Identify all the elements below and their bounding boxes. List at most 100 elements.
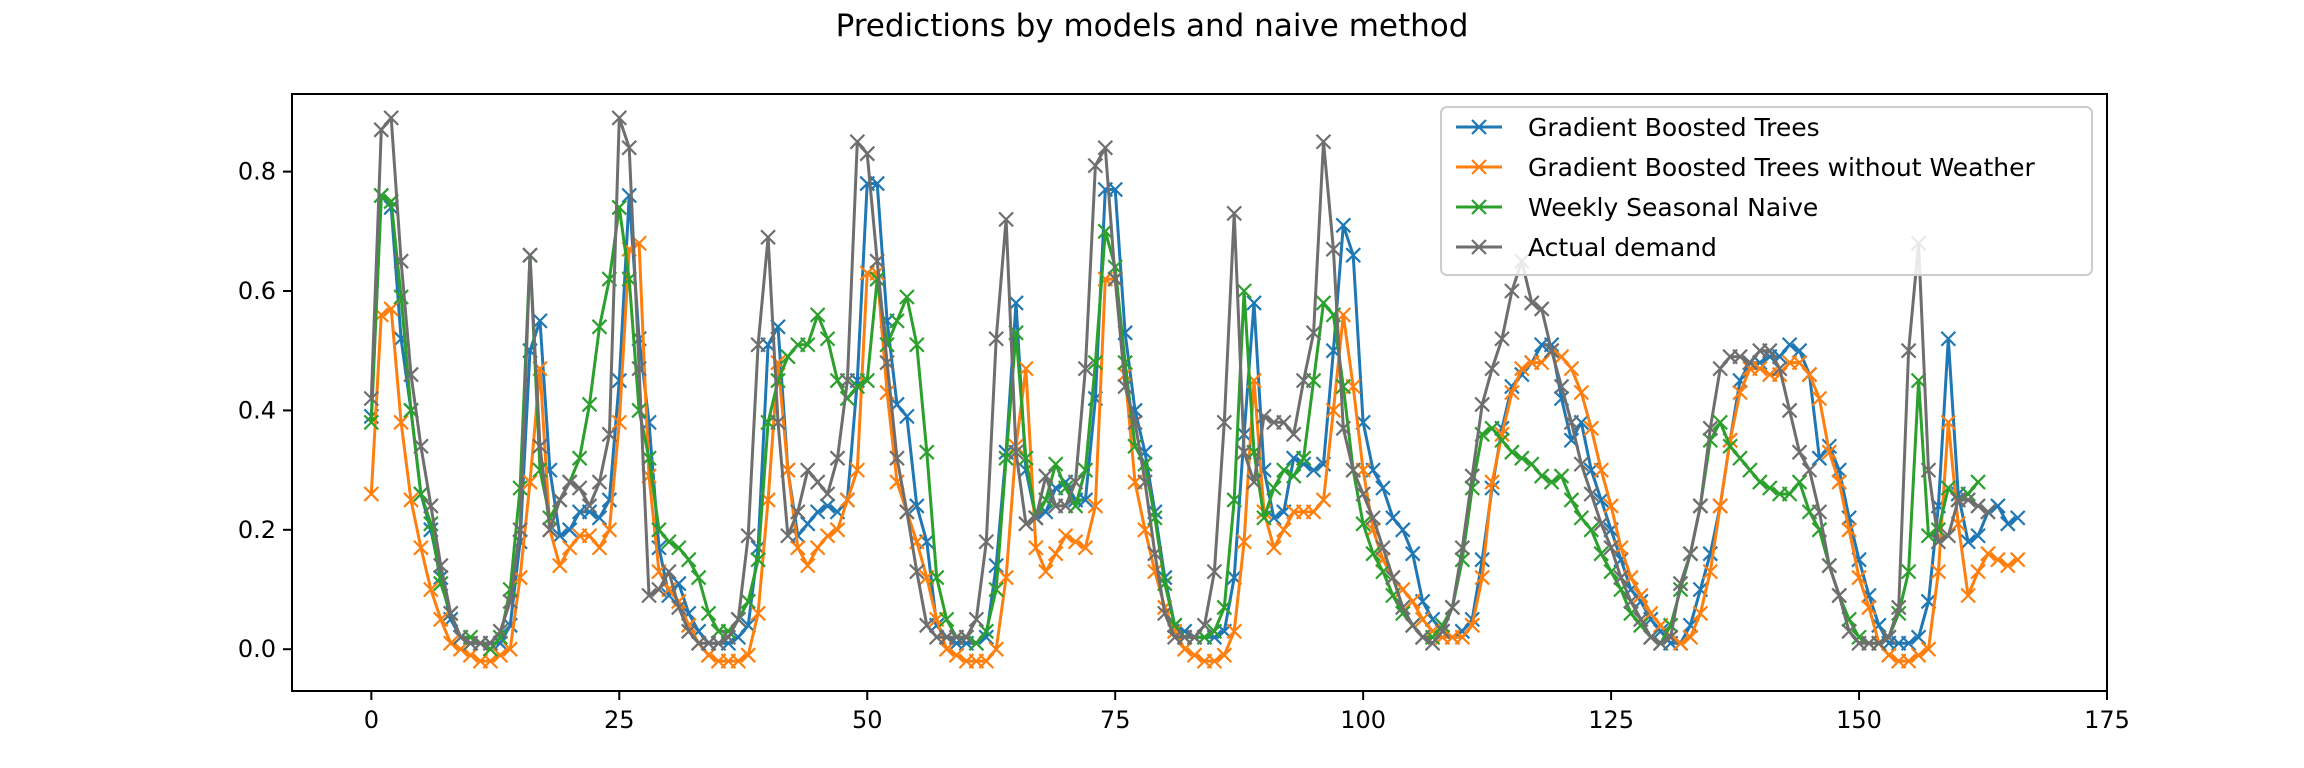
data-point xyxy=(1831,587,1847,604)
data-point xyxy=(1910,647,1927,663)
data-point xyxy=(1256,510,1272,526)
data-point xyxy=(1236,533,1252,550)
data-point xyxy=(383,301,399,317)
data-point xyxy=(1345,462,1362,478)
data-point xyxy=(740,593,757,610)
data-point xyxy=(809,307,826,323)
data-point xyxy=(1752,474,1768,490)
data-point xyxy=(1335,217,1352,234)
data-point xyxy=(1276,414,1292,431)
data-point xyxy=(819,486,836,502)
data-point xyxy=(869,253,885,269)
data-point xyxy=(532,313,548,329)
data-point xyxy=(938,641,955,657)
data-point xyxy=(978,533,995,550)
data-point xyxy=(1930,533,1947,550)
data-point xyxy=(502,593,518,610)
data-point xyxy=(790,539,806,556)
data-point xyxy=(1583,420,1600,437)
data-point xyxy=(1504,283,1520,299)
data-point xyxy=(1732,384,1748,401)
legend-marker xyxy=(1471,199,1487,215)
data-point xyxy=(1454,539,1471,556)
data-point xyxy=(1117,378,1133,395)
data-point xyxy=(1910,629,1927,646)
data-point xyxy=(1305,462,1322,478)
data-point xyxy=(869,271,885,287)
data-point xyxy=(1166,617,1183,634)
data-point xyxy=(512,522,528,538)
data-point xyxy=(1633,587,1649,604)
data-point xyxy=(1871,635,1887,652)
data-point xyxy=(1256,408,1272,425)
data-point xyxy=(1047,545,1064,562)
data-point xyxy=(1523,456,1540,472)
data-point xyxy=(1583,486,1600,502)
data-point xyxy=(1206,563,1223,580)
data-point xyxy=(591,319,608,335)
data-point xyxy=(1295,372,1312,389)
data-point xyxy=(1960,533,1976,550)
data-point xyxy=(690,569,707,586)
data-point xyxy=(1008,444,1024,460)
data-point xyxy=(1077,360,1094,377)
data-point xyxy=(1672,635,1689,652)
data-point xyxy=(1533,468,1550,484)
data-point xyxy=(1047,456,1064,472)
data-point xyxy=(1057,498,1074,514)
data-point xyxy=(1236,444,1252,460)
data-point xyxy=(1345,247,1362,263)
data-point xyxy=(1375,539,1391,556)
data-point xyxy=(611,110,628,126)
data-point xyxy=(889,450,905,466)
data-point xyxy=(1107,271,1123,287)
data-point xyxy=(403,492,419,508)
data-point xyxy=(1018,516,1034,532)
legend-item: Weekly Seasonal Naive xyxy=(1456,193,1818,222)
data-point xyxy=(1563,360,1580,377)
data-point xyxy=(1781,486,1798,502)
data-point xyxy=(522,247,538,263)
data-point xyxy=(770,372,786,389)
data-point xyxy=(918,444,935,460)
data-point xyxy=(819,498,836,514)
data-point xyxy=(1633,611,1649,628)
data-point xyxy=(671,539,687,556)
data-point xyxy=(452,629,469,646)
data-point xyxy=(849,378,866,395)
data-point xyxy=(2000,516,2016,532)
plot-area xyxy=(363,110,2026,669)
data-point xyxy=(1315,295,1332,311)
data-point xyxy=(601,522,618,538)
data-point xyxy=(363,486,380,502)
data-point xyxy=(899,504,915,520)
data-point xyxy=(988,330,1004,347)
data-point xyxy=(1514,450,1530,466)
data-point xyxy=(1890,599,1907,616)
data-point xyxy=(750,605,766,622)
legend-marker xyxy=(1471,119,1487,135)
data-point xyxy=(393,253,409,269)
data-point xyxy=(780,348,796,365)
data-point xyxy=(978,623,995,640)
data-point xyxy=(1434,623,1451,640)
data-point xyxy=(671,599,687,616)
data-point xyxy=(799,336,816,353)
data-point xyxy=(1226,492,1242,508)
data-point xyxy=(1553,348,1570,365)
data-point xyxy=(1841,623,1857,640)
data-point xyxy=(1762,480,1778,496)
x-tick-label: 75 xyxy=(1100,706,1131,734)
data-point xyxy=(1285,426,1302,443)
data-point xyxy=(1930,522,1947,538)
data-point xyxy=(363,414,380,431)
data-point xyxy=(423,581,439,598)
data-point xyxy=(978,629,995,646)
data-point xyxy=(1930,563,1947,580)
data-point xyxy=(552,557,568,574)
data-point xyxy=(661,563,677,580)
data-point xyxy=(1385,569,1401,586)
data-point xyxy=(1900,342,1917,359)
data-point xyxy=(1395,599,1411,616)
data-point xyxy=(998,569,1014,586)
